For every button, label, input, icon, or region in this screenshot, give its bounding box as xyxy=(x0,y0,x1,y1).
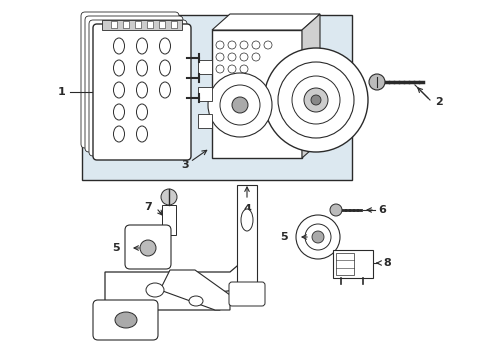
Polygon shape xyxy=(212,14,319,30)
Ellipse shape xyxy=(146,283,163,297)
Circle shape xyxy=(310,95,320,105)
Bar xyxy=(198,114,212,128)
Circle shape xyxy=(368,74,384,90)
Ellipse shape xyxy=(136,38,147,54)
Circle shape xyxy=(278,62,353,138)
Ellipse shape xyxy=(241,209,252,231)
Ellipse shape xyxy=(113,126,124,142)
Circle shape xyxy=(311,231,324,243)
Bar xyxy=(198,87,212,101)
Circle shape xyxy=(161,189,177,205)
Ellipse shape xyxy=(159,60,170,76)
Text: 2: 2 xyxy=(434,97,442,107)
Circle shape xyxy=(305,224,330,250)
Circle shape xyxy=(240,53,247,61)
FancyBboxPatch shape xyxy=(89,20,186,156)
Circle shape xyxy=(227,41,236,49)
Bar xyxy=(335,253,353,275)
Text: 5: 5 xyxy=(280,232,287,242)
Bar xyxy=(237,185,257,295)
Bar xyxy=(171,21,177,28)
Ellipse shape xyxy=(189,296,203,306)
Circle shape xyxy=(304,88,327,112)
Bar xyxy=(111,21,117,28)
Circle shape xyxy=(240,65,247,73)
Text: 8: 8 xyxy=(382,258,390,268)
Text: 6: 6 xyxy=(377,205,385,215)
Text: 5: 5 xyxy=(112,243,120,253)
Circle shape xyxy=(220,85,260,125)
Circle shape xyxy=(251,41,260,49)
Ellipse shape xyxy=(159,82,170,98)
Bar xyxy=(82,15,351,180)
Circle shape xyxy=(227,53,236,61)
Polygon shape xyxy=(160,270,229,310)
Bar xyxy=(198,60,212,74)
Ellipse shape xyxy=(113,38,124,54)
Ellipse shape xyxy=(113,82,124,98)
Circle shape xyxy=(207,73,271,137)
Ellipse shape xyxy=(113,104,124,120)
Ellipse shape xyxy=(136,104,147,120)
Text: 3: 3 xyxy=(181,160,188,170)
Circle shape xyxy=(240,41,247,49)
Ellipse shape xyxy=(136,60,147,76)
FancyBboxPatch shape xyxy=(93,300,158,340)
Circle shape xyxy=(295,215,339,259)
Ellipse shape xyxy=(136,82,147,98)
Ellipse shape xyxy=(115,312,137,328)
Polygon shape xyxy=(302,14,319,158)
Circle shape xyxy=(329,204,341,216)
Bar xyxy=(135,21,141,28)
Circle shape xyxy=(264,48,367,152)
Circle shape xyxy=(291,76,339,124)
Bar xyxy=(147,21,153,28)
FancyBboxPatch shape xyxy=(81,12,179,148)
Circle shape xyxy=(264,41,271,49)
Bar xyxy=(159,21,164,28)
Circle shape xyxy=(216,65,224,73)
Bar xyxy=(162,205,176,235)
Ellipse shape xyxy=(113,60,124,76)
Ellipse shape xyxy=(136,126,147,142)
Circle shape xyxy=(231,97,247,113)
Bar xyxy=(332,250,372,278)
Bar xyxy=(212,30,302,158)
FancyBboxPatch shape xyxy=(228,282,264,306)
Circle shape xyxy=(251,53,260,61)
FancyBboxPatch shape xyxy=(85,16,183,152)
FancyBboxPatch shape xyxy=(93,24,191,160)
Polygon shape xyxy=(105,255,249,310)
Circle shape xyxy=(140,240,156,256)
Text: 4: 4 xyxy=(243,204,250,214)
Bar xyxy=(123,21,129,28)
Circle shape xyxy=(216,41,224,49)
Circle shape xyxy=(227,65,236,73)
Ellipse shape xyxy=(159,38,170,54)
Circle shape xyxy=(216,53,224,61)
Bar xyxy=(102,20,182,30)
Text: 1: 1 xyxy=(57,87,65,97)
Text: 7: 7 xyxy=(144,202,152,212)
FancyBboxPatch shape xyxy=(125,225,171,269)
